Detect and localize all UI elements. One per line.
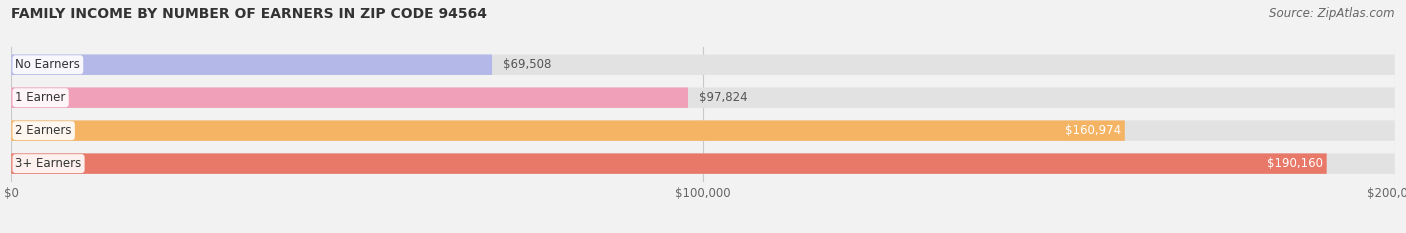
FancyBboxPatch shape (11, 120, 1395, 141)
Text: $69,508: $69,508 (503, 58, 551, 71)
Text: $97,824: $97,824 (699, 91, 748, 104)
FancyBboxPatch shape (11, 153, 1327, 174)
Text: No Earners: No Earners (15, 58, 80, 71)
Text: 2 Earners: 2 Earners (15, 124, 72, 137)
FancyBboxPatch shape (11, 55, 492, 75)
Text: Source: ZipAtlas.com: Source: ZipAtlas.com (1270, 7, 1395, 20)
FancyBboxPatch shape (11, 153, 1395, 174)
FancyBboxPatch shape (11, 120, 1125, 141)
FancyBboxPatch shape (11, 87, 688, 108)
FancyBboxPatch shape (11, 87, 1395, 108)
Text: 1 Earner: 1 Earner (15, 91, 66, 104)
Text: $190,160: $190,160 (1267, 157, 1323, 170)
Text: $160,974: $160,974 (1064, 124, 1121, 137)
FancyBboxPatch shape (11, 55, 1395, 75)
Text: FAMILY INCOME BY NUMBER OF EARNERS IN ZIP CODE 94564: FAMILY INCOME BY NUMBER OF EARNERS IN ZI… (11, 7, 488, 21)
Text: 3+ Earners: 3+ Earners (15, 157, 82, 170)
